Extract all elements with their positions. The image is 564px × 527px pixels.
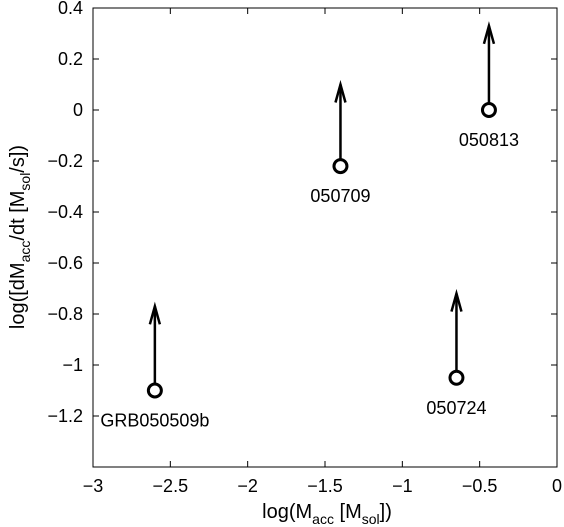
axis-ticks xyxy=(92,7,558,467)
plot-area xyxy=(92,7,558,468)
y-tick-label: 0.2 xyxy=(58,49,83,69)
data-point-group: 050709 xyxy=(310,79,371,206)
data-point xyxy=(332,158,349,175)
data-point-group: 050813 xyxy=(459,21,519,150)
arrow-head xyxy=(482,21,496,45)
x-axis-label: log(Macc [Msol]) xyxy=(262,501,392,527)
y-tick-labels: 0.4 0.2 0 −0.2 −0.4 −0.6 −0.8 −1 −1.2 xyxy=(47,0,83,426)
x-tick-labels: −3 −2.5 −2 −1.5 −1 −0.5 0 xyxy=(83,476,562,496)
data-point-group: GRB050509b xyxy=(100,301,209,431)
x-tick-label: −2.5 xyxy=(153,476,189,496)
data-point-group: 050724 xyxy=(426,288,487,418)
x-tick-label: −2 xyxy=(237,476,258,496)
y-tick-label: −0.2 xyxy=(47,151,83,171)
arrow-head xyxy=(450,288,463,312)
data-point-label: 050724 xyxy=(426,398,486,418)
y-tick-label: −1 xyxy=(62,355,83,375)
data-point xyxy=(448,369,465,386)
data-point xyxy=(146,382,163,399)
y-tick-label: −0.8 xyxy=(47,304,83,324)
y-tick-label: 0 xyxy=(73,100,83,120)
y-tick-label: −1.2 xyxy=(47,406,83,426)
x-tick-label: −1 xyxy=(392,476,413,496)
x-tick-label: 0 xyxy=(552,476,562,496)
y-tick-label: −0.4 xyxy=(47,202,83,222)
arrow-head xyxy=(148,301,162,325)
x-tick-label: −0.5 xyxy=(462,476,498,496)
data-point xyxy=(480,102,497,118)
arrow-head xyxy=(334,79,347,103)
data-marks: GRB050509b 050709 050724 050813 xyxy=(100,21,519,431)
data-point-label: 050813 xyxy=(459,130,519,150)
y-tick-label: −0.6 xyxy=(47,253,83,273)
x-tick-label: −1.5 xyxy=(307,476,343,496)
data-point-label: GRB050509b xyxy=(100,411,209,431)
y-tick-label: 0.4 xyxy=(58,0,83,18)
data-point-label: 050709 xyxy=(310,186,370,206)
x-tick-label: −3 xyxy=(83,476,104,496)
y-axis-label: log([dMacc/dt [Msol/s]) xyxy=(7,145,33,329)
